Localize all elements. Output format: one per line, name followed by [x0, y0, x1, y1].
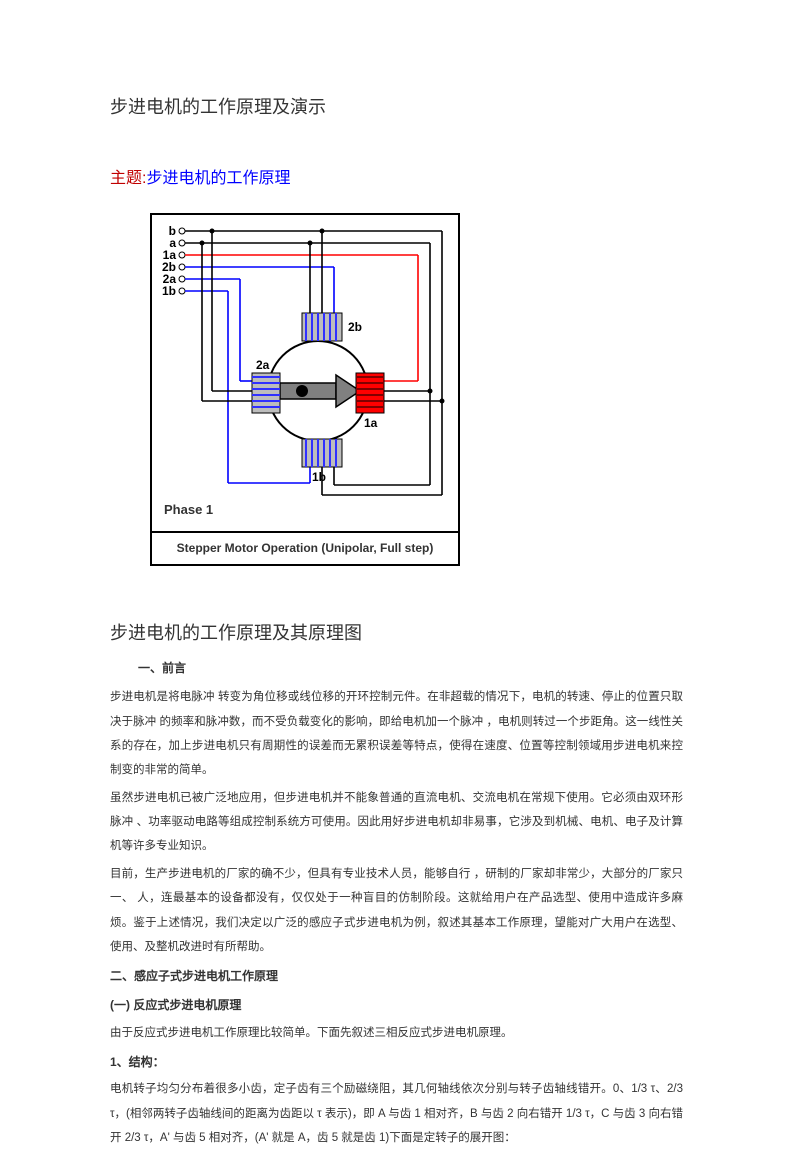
heading-2: 二、感应子式步进电机工作原理 — [110, 965, 683, 988]
phase-label: Phase 1 — [164, 498, 213, 523]
preface-heading: 一、前言 — [138, 657, 683, 680]
paragraph-4: 由于反应式步进电机工作原理比较简单。下面先叙述三相反应式步进电机原理。 — [110, 1021, 683, 1045]
paragraph-5: 电机转子均匀分布着很多小齿，定子齿有三个励磁绕阻，其几何轴线依次分别与转子齿轴线… — [110, 1077, 683, 1149]
coil-2b — [302, 313, 342, 341]
paragraph-2: 虽然步进电机已被广泛地应用，但步进电机并不能象普通的直流电机、交流电机在常规下使… — [110, 786, 683, 858]
wire-label-1b: 1b — [162, 284, 176, 298]
coil-label-1a: 1a — [364, 416, 378, 430]
diagram-svg: b a 1a 2b 2a 1b — [152, 215, 458, 531]
subject-line: 主题:步进电机的工作原理 — [110, 164, 683, 194]
diagram-frame: b a 1a 2b 2a 1b — [150, 213, 460, 533]
paragraph-3: 目前，生产步进电机的厂家的确不少，但具有专业技术人员，能够自行 ，研制的厂家却非… — [110, 862, 683, 959]
coil-label-2b: 2b — [348, 320, 362, 334]
coil-label-1b: 1b — [312, 470, 326, 484]
diagram-caption: Stepper Motor Operation (Unipolar, Full … — [150, 533, 460, 567]
heading-2-1: (一) 反应式步进电机原理 — [110, 994, 683, 1017]
paragraph-1: 步进电机是将电脉冲 转变为角位移或线位移的开环控制元件。在非超载的情况下，电机的… — [110, 685, 683, 782]
coil-2a — [252, 373, 280, 413]
stepper-diagram: b a 1a 2b 2a 1b — [150, 213, 460, 567]
doc-title: 步进电机的工作原理及演示 — [110, 90, 683, 124]
subject-text: 步进电机的工作原理 — [146, 170, 290, 187]
coil-1b — [302, 439, 342, 467]
section-title: 步进电机的工作原理及其原理图 — [110, 616, 683, 650]
subject-label: 主题: — [110, 170, 146, 187]
coil-1a — [356, 373, 384, 413]
coil-label-2a: 2a — [256, 358, 270, 372]
heading-struct: 1、结构： — [110, 1051, 683, 1074]
